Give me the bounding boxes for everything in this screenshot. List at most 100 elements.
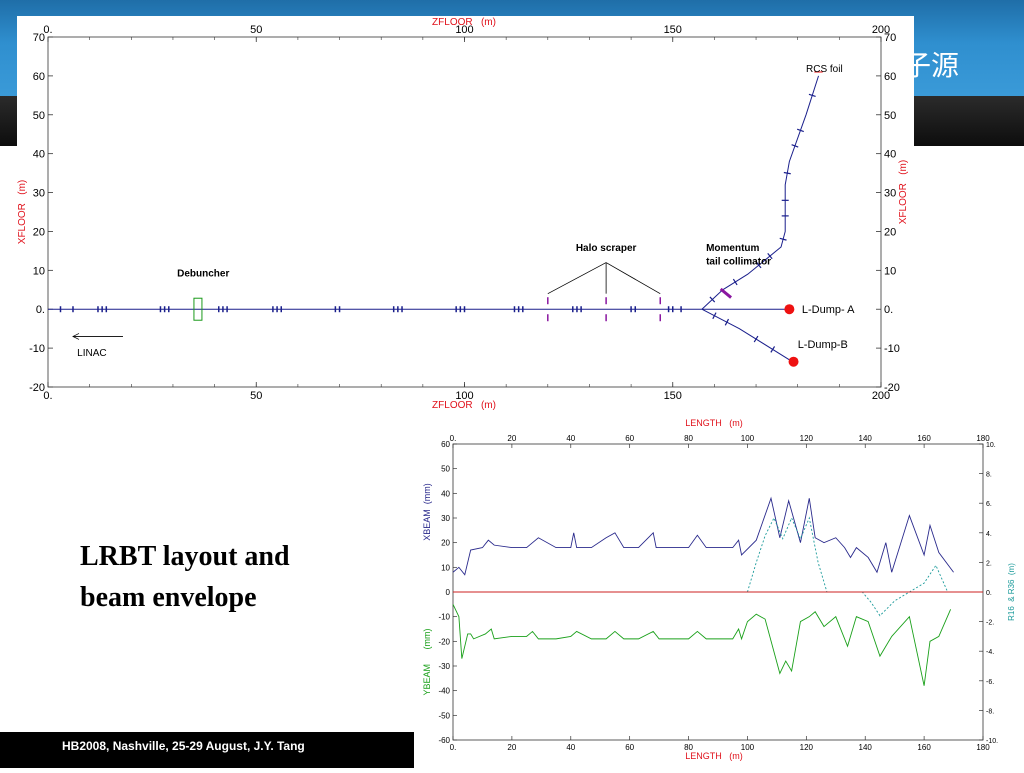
y-tick-label-left: 10 [33, 265, 45, 277]
x-tick-label-top: 0. [43, 24, 52, 36]
beam-size-tick-label: 60 [441, 440, 450, 449]
y-tick-label-left: 20 [33, 226, 45, 238]
tail-collimator-label: tail collimator [706, 257, 771, 268]
rcs-injection-line [701, 75, 820, 310]
length-tick-label-bottom: 40 [566, 743, 575, 752]
x-tick-label-top: 200 [872, 24, 890, 36]
length-axis-title-top: LENGTH (m) [685, 418, 743, 428]
beam-size-tick-label: -20 [438, 637, 450, 646]
x-tick-label-bottom: 150 [664, 390, 682, 402]
transport-magnet-marker [796, 128, 804, 133]
x-tick-label-bottom: 100 [455, 390, 473, 402]
length-axis-title-bottom: LENGTH (m) [685, 751, 743, 761]
debuncher-cavity [193, 297, 203, 321]
transport-magnet-marker [779, 237, 787, 241]
slide-caption: LRBT layout and beam envelope [80, 541, 290, 613]
transport-magnet-marker [753, 335, 759, 343]
length-tick-label-bottom: 140 [859, 743, 873, 752]
y-tick-label-right: 50 [884, 110, 896, 122]
transport-magnet-marker [756, 262, 762, 269]
y-tick-label-left: -10 [29, 343, 45, 355]
halo-scraper-leader-line [605, 262, 661, 295]
y-tick-label-right: 30 [884, 188, 896, 200]
debuncher-label: Debuncher [177, 268, 229, 279]
halo-scraper-label: Halo scraper [576, 243, 637, 254]
transport-magnet-marker [808, 93, 816, 97]
beam-size-tick-label: 10 [441, 563, 450, 572]
x-tick-label-top: 150 [664, 24, 682, 36]
y-tick-label-right: 40 [884, 149, 896, 161]
length-tick-label-bottom: 20 [507, 743, 516, 752]
dump-a-label: L-Dump- A [802, 304, 855, 316]
length-tick-label-bottom: 180 [976, 743, 990, 752]
y-tick-label-right: 10 [884, 265, 896, 277]
halo-scraper-leader-line [547, 262, 607, 295]
ybeam-axis-title: YBEAM [422, 664, 432, 696]
rcs-foil-label: RCS foil [806, 64, 843, 75]
transport-magnet-marker [712, 312, 717, 320]
footer-bar [0, 732, 414, 768]
y-tick-label-right: 70 [884, 32, 896, 44]
length-tick-label-top: 80 [684, 434, 693, 443]
r16-series [747, 516, 949, 617]
momentum-tail-collimator [719, 287, 733, 299]
length-tick-label-top: 100 [741, 434, 755, 443]
dispersion-tick-label: 10. [986, 442, 996, 449]
beam-size-tick-label: 0 [446, 588, 451, 597]
transport-magnet-marker [724, 318, 730, 326]
y-tick-label-left: 70 [33, 32, 45, 44]
length-tick-label-top: 160 [917, 434, 931, 443]
dispersion-tick-label: -8. [986, 708, 994, 715]
length-tick-label-bottom: 60 [625, 743, 634, 752]
linac-arrow-head [72, 333, 80, 340]
footer-text: HB2008, Nashville, 25-29 August, J.Y. Ta… [62, 739, 305, 753]
layout-chart-svg: ZFLOOR (m) ZFLOOR (m) XFLOOR (m) XFLOOR … [17, 17, 909, 411]
beam-size-tick-label: -30 [438, 662, 450, 671]
length-tick-label-top: 180 [976, 434, 990, 443]
dispersion-tick-label: -2. [986, 620, 994, 627]
x-tick-label-bottom: 200 [872, 390, 890, 402]
beam-size-tick-label: -50 [438, 711, 450, 720]
beam-size-tick-label: -10 [438, 613, 450, 622]
x-tick-label-bottom: 0. [43, 390, 52, 402]
plot-frame [47, 36, 882, 388]
beam-size-tick-label: -60 [438, 736, 450, 745]
xbeam-axis-title: XBEAM (mm) [422, 483, 432, 541]
dump-b-line [701, 308, 790, 361]
beam-size-tick-label: 30 [441, 514, 450, 523]
length-tick-label-top: 140 [859, 434, 873, 443]
y-tick-label-right: 20 [884, 226, 896, 238]
dispersion-tick-label: -6. [986, 679, 994, 686]
length-tick-label-top: 40 [566, 434, 575, 443]
dispersion-tick-label: 0. [986, 590, 992, 597]
transport-magnet-marker [709, 296, 716, 303]
length-tick-label-bottom: 0. [450, 743, 457, 752]
dispersion-tick-label: 8. [986, 472, 992, 479]
transport-magnet-marker [783, 171, 791, 175]
y-tick-label-right: -20 [884, 382, 900, 394]
dispersion-tick-label: -4. [986, 649, 994, 656]
beam-size-tick-label: 50 [441, 465, 450, 474]
y-tick-label-right: 60 [884, 71, 896, 83]
dispersion-tick-label: 2. [986, 560, 992, 567]
length-tick-label-bottom: 80 [684, 743, 693, 752]
dispersion-tick-label: 4. [986, 531, 992, 538]
beam-dump-marker [788, 356, 799, 367]
y-axis-title-left: XFLOOR (m) [17, 180, 28, 244]
length-tick-label-top: 60 [625, 434, 634, 443]
y-axis-title-right: XFLOOR (m) [898, 160, 909, 224]
y-tick-label-left: -20 [29, 382, 45, 394]
header-title: 子源 [903, 49, 960, 82]
xbeam-series [452, 496, 954, 576]
length-tick-label-bottom: 120 [800, 743, 814, 752]
linac-label: LINAC [77, 348, 106, 359]
y-tick-label-left: 30 [33, 188, 45, 200]
x-tick-label-top: 50 [250, 24, 262, 36]
beam-dump-marker [784, 304, 795, 315]
beam-size-tick-label: -40 [438, 687, 450, 696]
transport-magnet-marker [791, 144, 799, 148]
ybeam-series [452, 604, 952, 686]
y-tick-label-right: -10 [884, 343, 900, 355]
beam-size-tick-label: 20 [441, 539, 450, 548]
transport-magnet-marker [767, 252, 773, 260]
